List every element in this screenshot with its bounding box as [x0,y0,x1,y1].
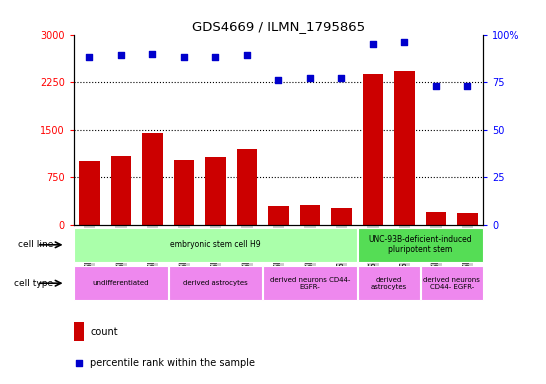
Bar [268,206,289,225]
Point [369,41,377,47]
Point [180,54,188,60]
Point [211,54,220,60]
Bar [421,266,483,300]
Text: derived neurons
CD44- EGFR-: derived neurons CD44- EGFR- [423,277,480,290]
Point [431,83,440,89]
Bar [74,266,168,300]
Text: undifferentiated: undifferentiated [93,280,149,286]
Point [274,77,283,83]
Bar [74,322,84,341]
Point [242,52,251,58]
Title: GDS4669 / ILMN_1795865: GDS4669 / ILMN_1795865 [192,20,365,33]
Bar [457,213,478,225]
Point [400,39,409,45]
Text: cell line: cell line [18,240,54,249]
Text: derived neurons CD44-
EGFR-: derived neurons CD44- EGFR- [270,277,350,290]
Bar [205,157,225,225]
Text: derived
astrocytes: derived astrocytes [371,277,407,290]
Bar [79,161,100,225]
Point [85,54,94,60]
Bar [300,205,320,225]
Bar [111,156,131,225]
Text: embryonic stem cell H9: embryonic stem cell H9 [170,240,261,249]
Bar [169,266,262,300]
Point [306,75,314,81]
Point [463,83,472,89]
Text: percentile rank within the sample: percentile rank within the sample [90,358,255,368]
Text: derived astrocytes: derived astrocytes [183,280,248,286]
Bar [263,266,357,300]
Bar [358,228,483,262]
Text: UNC-93B-deficient-induced
pluripotent stem: UNC-93B-deficient-induced pluripotent st… [369,235,472,255]
Bar [174,160,194,225]
Text: cell type: cell type [14,279,54,288]
Bar [74,228,357,262]
Bar [363,74,383,225]
Bar [394,71,415,225]
Bar [237,149,257,225]
Point [117,52,126,58]
Bar [426,212,446,225]
Point [337,75,346,81]
Point [74,360,83,366]
Text: count: count [90,327,118,337]
Bar [331,207,352,225]
Bar [142,133,163,225]
Point [148,51,157,57]
Bar [358,266,419,300]
